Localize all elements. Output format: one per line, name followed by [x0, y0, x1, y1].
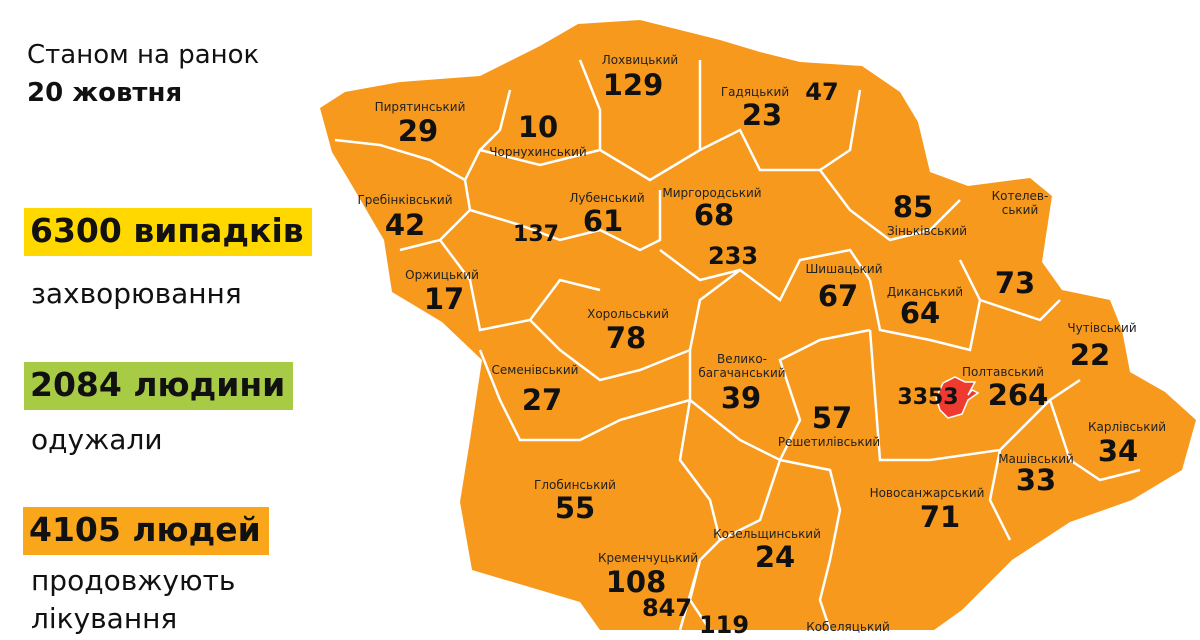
- district-name: Лубенський: [569, 191, 645, 205]
- district-value: 71: [919, 500, 961, 534]
- district-value: 64: [899, 296, 941, 330]
- district-name: Оржицький: [405, 268, 479, 282]
- district-name: Лохвицький: [601, 53, 679, 67]
- poltava-city-value: 3353: [897, 385, 959, 410]
- district-value: 67: [817, 279, 859, 313]
- district-name: Котелев-ський: [991, 189, 1049, 217]
- recovered-highlight: 2084 людини: [24, 362, 294, 410]
- date-line2: 20 жовтня: [27, 78, 183, 108]
- active-caption: продовжують лікування: [31, 564, 236, 635]
- district-name: Диканський: [886, 285, 964, 299]
- district-name: Пирятинський: [374, 100, 466, 114]
- district-value: 85: [892, 190, 934, 224]
- district-value: 22: [1069, 338, 1111, 372]
- district-name: Полтавський: [962, 365, 1044, 379]
- district-value: 29: [397, 114, 439, 148]
- date-header: Станом на ранок 20 жовтня: [27, 36, 259, 112]
- district-value: 24: [754, 540, 796, 574]
- district-name: Зіньківський: [886, 224, 968, 238]
- cases-highlight: 6300 випадків: [24, 208, 312, 256]
- poltava-city-shape: [935, 376, 980, 419]
- district-borders: [334, 59, 1141, 630]
- district-value: 264: [987, 378, 1049, 412]
- district-name: Карлівський: [1087, 420, 1167, 434]
- district-name: Машівський: [998, 452, 1074, 466]
- district-name: Кременчуцький: [597, 551, 699, 565]
- district-name: Глобинський: [534, 478, 616, 492]
- district-value: 61: [582, 204, 624, 238]
- district-value: 119: [698, 611, 750, 639]
- district-name: Чутівський: [1067, 321, 1137, 335]
- district-value: 55: [554, 491, 596, 525]
- district-value: 68: [693, 198, 735, 232]
- district-name: Хорольський: [587, 307, 669, 321]
- district-value: 73: [994, 266, 1036, 300]
- district-value: 17: [423, 282, 465, 316]
- district-name: Гадяцький: [720, 85, 790, 99]
- district-name: Велико-багачанський: [698, 352, 786, 380]
- district-value: 108: [605, 565, 667, 599]
- district-name: Козельщинський: [713, 527, 821, 541]
- district-value: 10: [517, 110, 559, 144]
- district-value: 78: [605, 321, 647, 355]
- recovered-caption: одужали: [31, 423, 163, 456]
- district-value: 47: [805, 78, 839, 106]
- district-value: 847: [641, 594, 693, 622]
- district-name: Миргородський: [662, 186, 762, 200]
- district-name: Кобеляцький: [806, 620, 890, 634]
- district-value: 39: [720, 381, 762, 415]
- active-highlight: 4105 людей: [23, 507, 269, 555]
- district-name: Гребінківський: [357, 193, 453, 207]
- district-value: 137: [513, 222, 559, 247]
- district-name: Решетилівський: [777, 435, 881, 449]
- date-line1: Станом на ранок: [27, 40, 260, 70]
- district-value: 42: [384, 208, 426, 242]
- district-value: 57: [811, 401, 853, 435]
- cases-caption: захворювання: [31, 277, 242, 310]
- district-name: Чорнухинський: [489, 145, 587, 159]
- district-value: 34: [1097, 434, 1139, 468]
- district-value: 27: [521, 383, 563, 417]
- district-value: 233: [707, 242, 759, 270]
- district-value: 33: [1015, 463, 1057, 497]
- district-name: Новосанжарський: [869, 486, 985, 500]
- district-value: 129: [602, 68, 664, 102]
- district-value: 23: [741, 98, 783, 132]
- region-outline: [320, 20, 1196, 630]
- district-name: Шишацький: [805, 262, 883, 276]
- district-name: Семенівський: [491, 363, 579, 377]
